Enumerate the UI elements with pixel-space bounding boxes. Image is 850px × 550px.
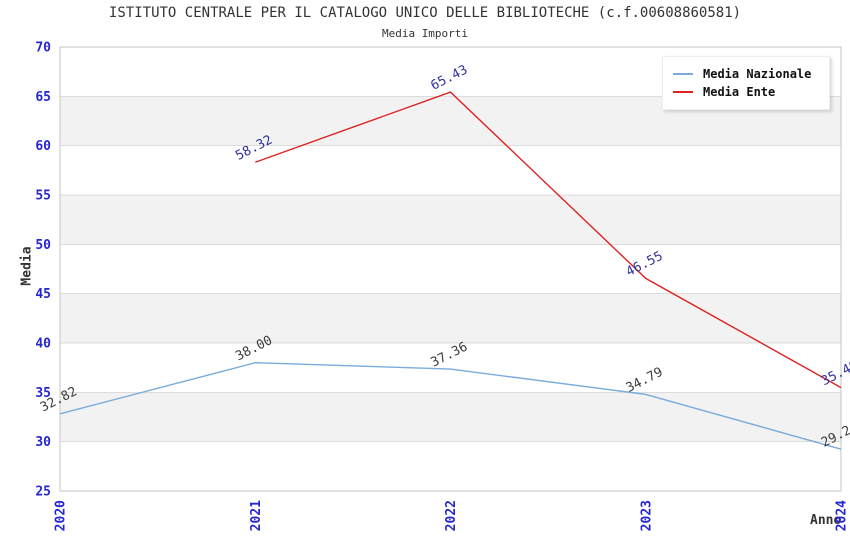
x-tick-label: 2021 xyxy=(249,500,264,531)
y-tick-label: 50 xyxy=(35,238,51,253)
legend-label-nazionale: Media Nazionale xyxy=(703,67,812,81)
legend-line-sample-nazionale xyxy=(673,73,693,75)
legend-entry-media-nazionale: Media Nazionale xyxy=(673,65,819,83)
y-tick-label: 30 xyxy=(35,435,51,450)
plot-band xyxy=(60,195,841,245)
x-axis-label: Anno xyxy=(810,513,842,528)
point-label: 65.43 xyxy=(429,63,471,94)
y-tick-label: 35 xyxy=(35,386,51,401)
y-tick-label: 55 xyxy=(35,189,51,204)
chart-title: ISTITUTO CENTRALE PER IL CATALOGO UNICO … xyxy=(108,5,742,21)
plot-band xyxy=(60,392,841,442)
series-line-media-nazionale xyxy=(59,362,842,450)
point-label: 34.79 xyxy=(624,365,666,396)
y-tick-label: 65 xyxy=(35,90,51,105)
y-tick-label: 25 xyxy=(35,485,51,500)
point-label: 46.55 xyxy=(624,249,666,280)
x-tick-label: 2024 xyxy=(835,500,850,531)
x-tick-label: 2022 xyxy=(444,500,459,531)
x-tick-label: 2023 xyxy=(639,500,654,531)
plot-band xyxy=(60,293,841,343)
legend: Media Nazionale Media Ente xyxy=(662,56,830,110)
y-tick-label: 60 xyxy=(35,139,51,154)
plot-border xyxy=(59,46,842,492)
point-label: 35.48 xyxy=(819,358,850,389)
legend-line-sample-ente xyxy=(673,91,693,93)
y-tick-label: 70 xyxy=(35,41,51,56)
legend-label-ente: Media Ente xyxy=(703,85,776,99)
y-tick-label: 40 xyxy=(35,337,51,352)
y-tick-label: 45 xyxy=(35,287,51,302)
series-line-media-ente xyxy=(255,91,842,389)
x-tick-label: 2020 xyxy=(54,500,69,531)
chart-subtitle: Media Importi xyxy=(381,27,469,40)
legend-entry-media-ente: Media Ente xyxy=(673,83,819,101)
point-label: 37.36 xyxy=(429,339,471,370)
